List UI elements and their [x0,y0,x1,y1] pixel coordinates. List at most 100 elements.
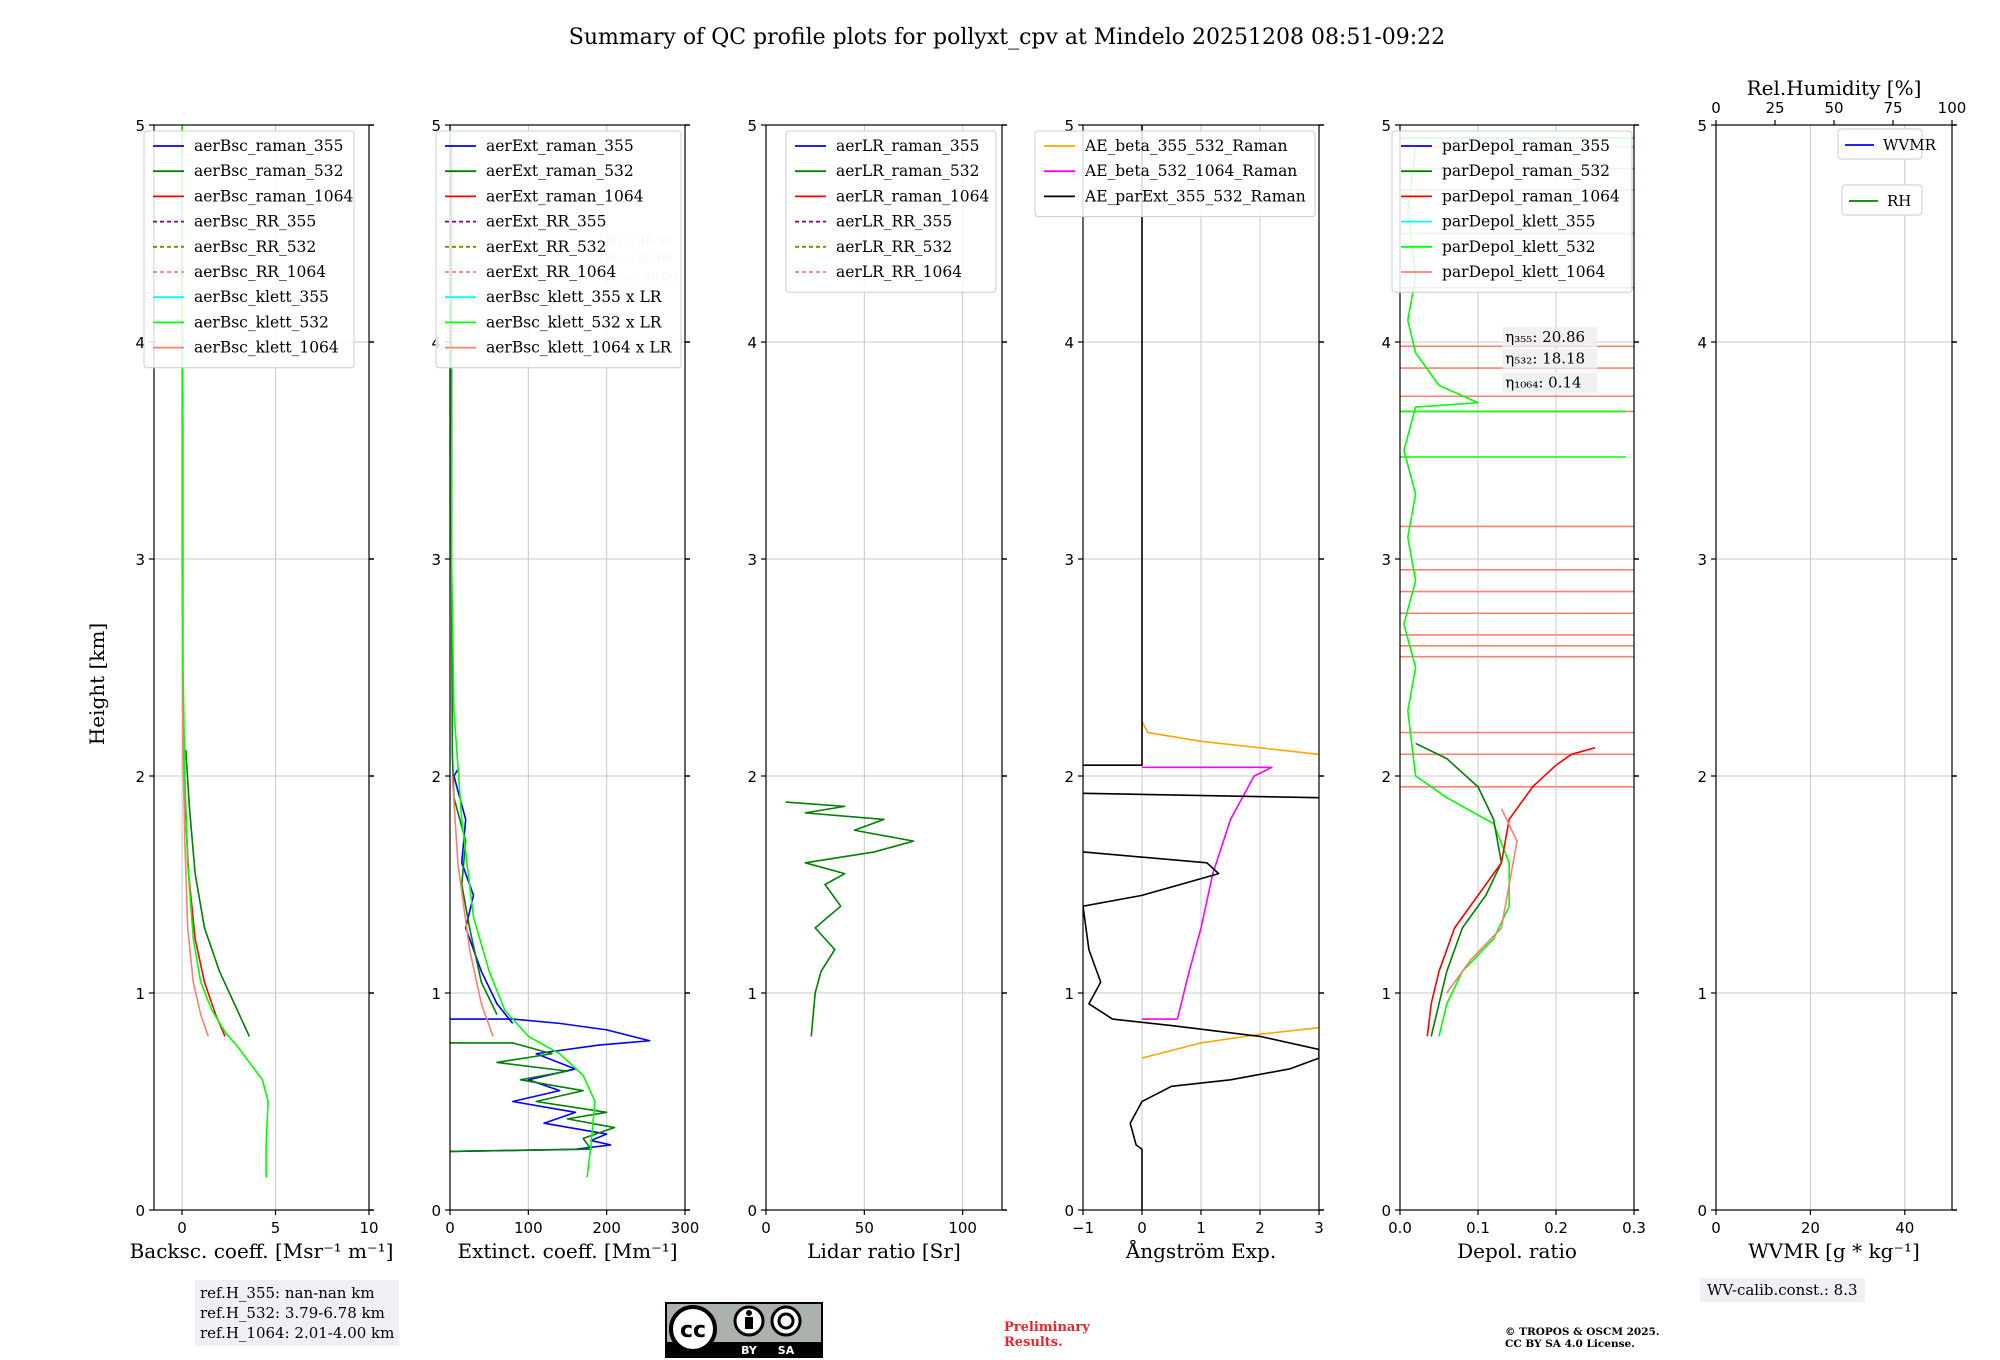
copyright-line-2: CC BY SA 4.0 License. [1505,1338,1635,1350]
series-AE_beta_355_532_Raman_upper [1141,721,1319,756]
copyright-line-1: © TROPOS & OSCM 2025. [1505,1326,1660,1338]
y-tick-label: 1 [135,985,145,1003]
cc-license-logo: cc BY SA [665,1302,823,1358]
x-tick-label: 1 [1196,1219,1206,1237]
x-tick-label: 0.3 [1622,1219,1646,1237]
legend-box [1837,128,1923,160]
legend-label: aerBsc_klett_355 x LR [486,288,663,306]
x-tick-label: 0 [1711,1219,1721,1237]
ref-height-532: ref.H_532: 3.79-6.78 km [200,1304,385,1322]
annotation-bg [1502,372,1598,393]
legend-label: parDepol_klett_1064 [1442,263,1605,281]
x-tick-label: 20 [1801,1219,1820,1237]
x-axis-label: WVMR [g * kg⁻¹] [1748,1239,1920,1263]
series-aerBsc_klett_1064 [181,125,209,1037]
legend-label: aerExt_RR_1064 [486,263,617,281]
y-tick-label: 3 [1381,551,1391,569]
legend-label: aerBsc_klett_355 [194,288,329,306]
sa-label: SA [778,1344,795,1357]
y-tick-label: 3 [1064,551,1074,569]
legend-label: aerLR_RR_1064 [836,263,962,281]
legend-label: AE_parExt_355_532_Raman [1084,187,1306,205]
y-tick-label: 0 [135,1202,145,1220]
annotation-label: η₅₃₂: 18.18 [1505,350,1585,368]
annotation-label: η₁₀₆₄: 0.14 [1505,374,1581,392]
series-group [785,801,915,1037]
x-tick-label: 0 [445,1219,455,1237]
y-tick-label: 5 [1064,117,1074,135]
legend-label: AE_beta_355_532_Raman [1084,137,1287,155]
legend-label: WVMR [1883,136,1937,154]
y-tick-label: 4 [1697,334,1707,352]
figure-title: Summary of QC profile plots for pollyxt_… [569,25,1445,50]
x-tick-label: 100 [948,1219,977,1237]
top-x-tick-label: 75 [1883,99,1902,117]
annotation-bg [1502,327,1598,347]
x-axis-label: Ångström Exp. [1125,1238,1276,1263]
x-tick-label: 300 [671,1219,700,1237]
legend-label: aerBsc_RR_1064 [194,263,326,281]
top-x-tick-label: 100 [1938,99,1967,117]
y-tick-label: 5 [1697,117,1707,135]
legend-label: aerLR_raman_532 [836,162,979,180]
y-tick-label: 5 [747,117,757,135]
wv-calibration-box: WV-calib.const.: 8.3 [1700,1278,1865,1302]
panel-bsc: 0 1 2 3 4 5 0 5 10 Backsc. coeff. [Msr⁻¹ m⁻¹] aerB… [130,117,394,1263]
series-aerExt_raman_355 [450,1018,651,1153]
x-tick-label: 0 [177,1219,187,1237]
series-aerExt_raman_532 [450,1042,616,1153]
y-tick-label: 2 [1697,768,1707,786]
legend-label: parDepol_raman_1064 [1442,187,1620,205]
legend-label: aerLR_raman_355 [836,137,979,155]
y-tick-label: 2 [747,768,757,786]
series-aerBsc_klett_1064 x LR [451,775,494,1037]
series-AE_parExt_355_532_Raman_top [1083,125,1143,766]
axes-frame [153,124,370,1211]
legend-label: aerBsc_raman_355 [194,137,344,155]
series-AE_beta_532_1064_Raman [1142,766,1273,1020]
legend-label: aerBsc_klett_1064 [194,339,339,357]
y-tick-label: 1 [1064,985,1074,1003]
legend-label: aerLR_raman_1064 [836,187,989,205]
y-tick-label: 3 [747,551,757,569]
y-axis-label: Height [km] [85,623,109,745]
y-tick-label: 0 [1064,1202,1074,1220]
y-tick-label: 3 [135,551,145,569]
legend-label: aerBsc_RR_532 [194,238,316,256]
y-tick-label: 1 [1697,985,1707,1003]
top-x-tick-label: 50 [1824,99,1843,117]
legend-label: aerExt_raman_1064 [486,187,644,205]
legend-label: aerExt_RR_532 [486,238,607,256]
y-tick-label: 2 [431,768,441,786]
axes-frame [1715,124,1953,1211]
y-tick-label: 0 [1381,1202,1391,1220]
y-tick-label: 5 [431,117,441,135]
x-tick-label: 3 [1314,1219,1324,1237]
y-tick-label: 4 [135,334,145,352]
legend-label: aerLR_RR_355 [836,213,952,231]
series-group [1083,125,1319,1210]
series-AE_beta_355_532_Raman [1141,1026,1319,1059]
series-parDepol_klett_532 [1403,146,1510,1037]
series-group [450,125,651,1178]
legend-box [435,130,682,369]
axes-frame [765,124,1003,1211]
legend-box [143,130,355,369]
x-tick-label: 0.0 [1388,1219,1412,1237]
x-axis-label: Backsc. coeff. [Msr⁻¹ m⁻¹] [130,1239,394,1263]
series-aerBsc_klett_532 x LR [450,125,596,1178]
legend-label: aerBsc_klett_532 [194,313,329,331]
annotation-label: η₃₅₅: 20.86 [1505,328,1585,346]
legend-box [1034,130,1316,218]
series-AE_parExt_355_532_Raman [1083,851,1319,1210]
panel-depol: 0 1 2 3 4 5 0.0 0.1 0.2 0.3 Depol. ratio η₃₅₅: 20.8… [1381,117,1645,1263]
axes-frame [449,124,686,1211]
x-axis-label: Depol. ratio [1457,1239,1577,1263]
cc-icon [669,1305,717,1353]
top-x-tick-label: 0 [1711,99,1721,117]
series-AE_parExt_355_532_Raman_mid [1083,792,1319,799]
x-tick-label: 200 [592,1219,621,1237]
series-aerLR_raman_532 [785,801,915,1037]
